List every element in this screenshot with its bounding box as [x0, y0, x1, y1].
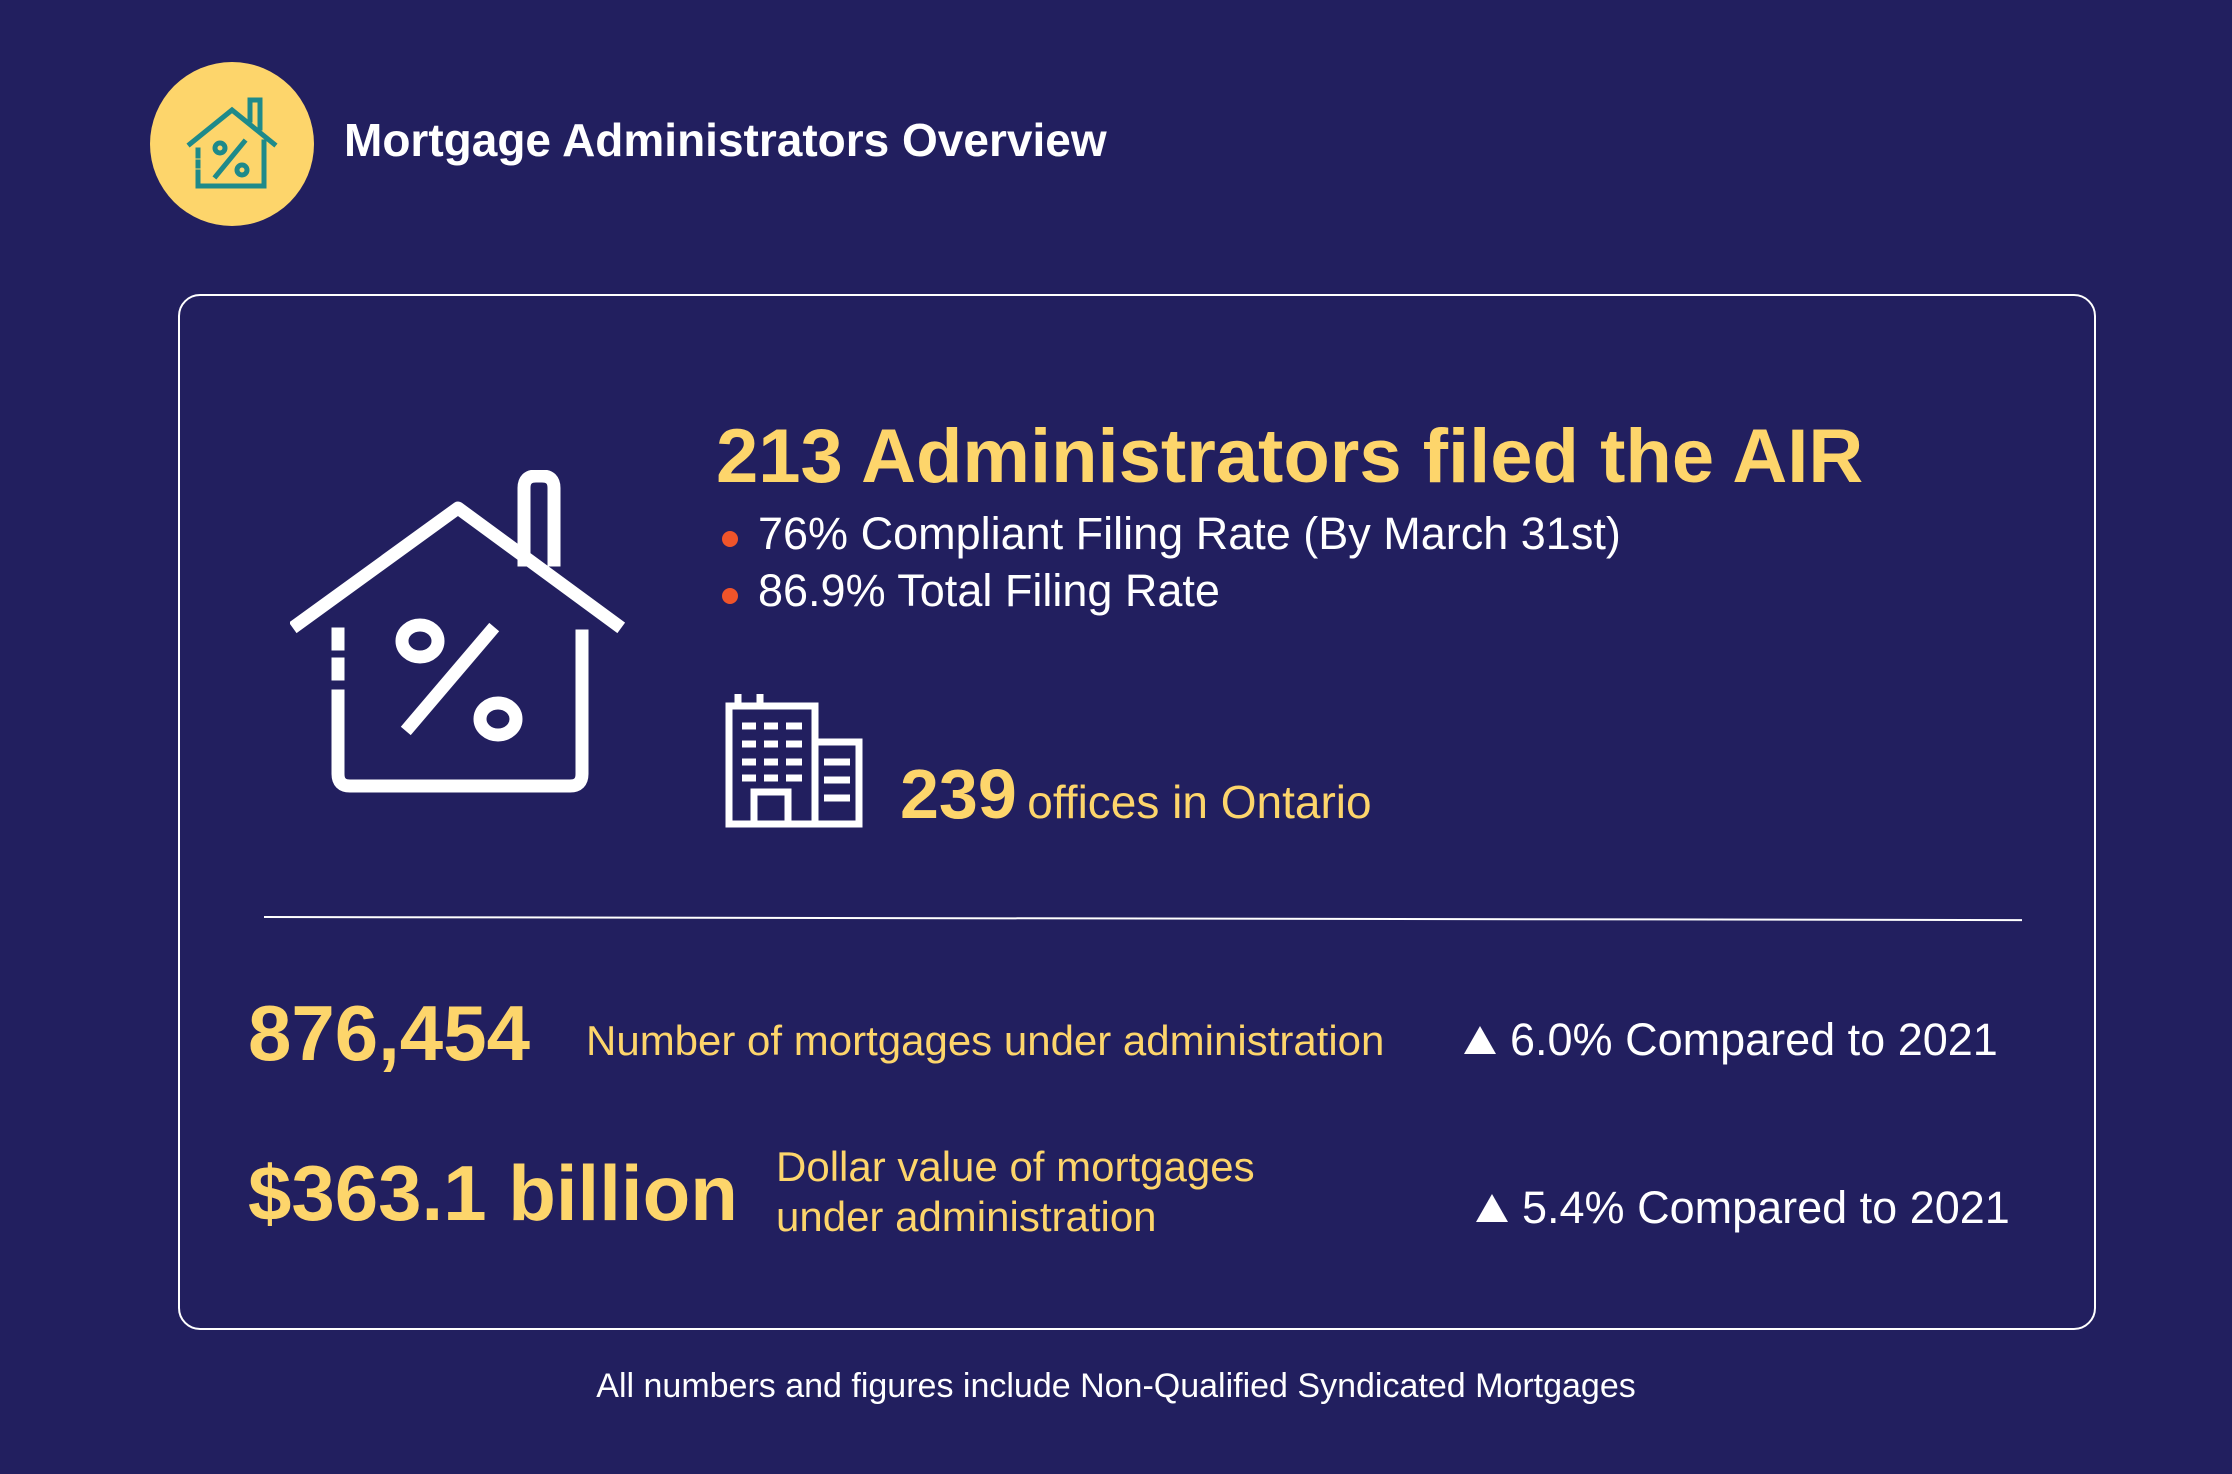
- house-percent-icon: [186, 97, 278, 189]
- comparison-text: 5.4% Compared to 2021: [1522, 1182, 2010, 1233]
- footnote: All numbers and figures include Non-Qual…: [596, 1367, 1636, 1405]
- bullet-text: 86.9% Total Filing Rate: [758, 565, 1220, 616]
- bullet-text: 76% Compliant Filing Rate (By March 31st…: [758, 508, 1621, 559]
- mortgages-count-comparison: 6.0% Compared to 2021: [1464, 1012, 1998, 1068]
- up-arrow-icon: [1476, 1194, 1508, 1222]
- bullet-dot: [722, 531, 738, 547]
- bullet-dot: [722, 588, 738, 604]
- mortgages-count-label: Number of mortgages under administration: [586, 1017, 1385, 1064]
- header-badge: [150, 62, 314, 226]
- offices-label: offices in Ontario: [1027, 776, 1372, 828]
- comparison-text: 6.0% Compared to 2021: [1510, 1014, 1998, 1065]
- administrators-headline: 213 Administrators filed the AIR: [716, 414, 1864, 499]
- offices-number: 239: [900, 755, 1017, 833]
- office-building-icon: [725, 694, 863, 828]
- offices-stat: 239 offices in Ontario: [900, 752, 1372, 856]
- house-percent-icon: [290, 470, 626, 793]
- compliant-rate-bullet: 76% Compliant Filing Rate (By March 31st…: [722, 506, 1621, 562]
- up-arrow-icon: [1464, 1026, 1496, 1054]
- dollar-value-comparison: 5.4% Compared to 2021: [1476, 1180, 2010, 1236]
- mortgages-count-value: 876,454: [248, 989, 530, 1077]
- page-title: Mortgage Administrators Overview: [344, 114, 1107, 166]
- overview-card: [178, 294, 2096, 1330]
- total-rate-bullet: 86.9% Total Filing Rate: [722, 563, 1220, 619]
- dollar-value-label: Dollar value of mortgages under administ…: [776, 1143, 1255, 1240]
- dollar-value-value: $363.1 billion: [248, 1149, 738, 1237]
